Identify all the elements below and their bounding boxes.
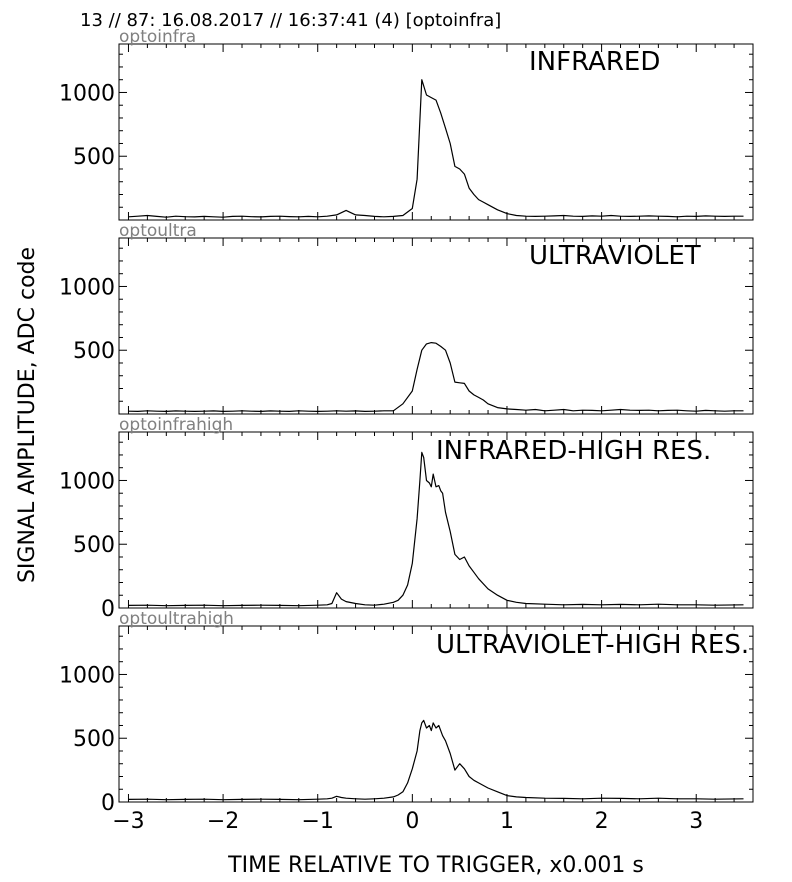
y-tick-label: 500 — [73, 727, 115, 752]
x-tick-label: 2 — [595, 809, 609, 834]
panel-tag-label: optoultra — [119, 221, 197, 241]
panel-title: ULTRAVIOLET — [529, 241, 701, 271]
plot-frame — [118, 431, 754, 609]
y-tick-label: 1000 — [59, 469, 115, 494]
x-tick-label: −3 — [112, 809, 144, 834]
panel-tag-label: optoultrahigh — [119, 609, 234, 629]
panel-title: INFRARED-HIGH RES. — [436, 436, 711, 466]
panel-title: ULTRAVIOLET-HIGH RES. — [436, 630, 749, 660]
plot-frame — [118, 237, 754, 415]
y-tick-label: 500 — [73, 533, 115, 558]
y-tick-label: 1000 — [59, 81, 115, 106]
header-text: 13 // 87: 16.08.2017 // 16:37:41 (4) [op… — [80, 10, 501, 31]
panel-optoultra: optoultra ULTRAVIOLET 500 1000 — [59, 221, 754, 415]
series-line-optoinfrahigh — [128, 451, 744, 607]
y-tick-label: 1000 — [59, 663, 115, 688]
y-tick-label: 1000 — [59, 275, 115, 300]
y-tick-label: 0 — [101, 791, 115, 816]
panels: optoinfraINFRARED5001000optoultraULTRAVI… — [59, 27, 754, 834]
panel-optoinfrahigh: optoinfrahigh INFRARED-HIGH RES. 0 500 1000 — [59, 415, 754, 622]
panel-tag-label: optoinfra — [119, 27, 196, 47]
y-axis-label: SIGNAL AMPLITUDE, ADC code — [15, 247, 40, 583]
panel-tag-label: optoinfrahigh — [119, 415, 233, 435]
plot-frame — [118, 43, 754, 221]
series-line-optoinfra — [128, 79, 744, 218]
series-line-optoultra — [128, 342, 744, 412]
panel-optoinfra: optoinfra INFRARED 500 1000 — [59, 27, 754, 221]
x-tick-label: −2 — [207, 809, 239, 834]
plot-frame — [118, 625, 754, 803]
x-axis-label: TIME RELATIVE TO TRIGGER, x0.001 s — [227, 853, 644, 878]
panel-optoultrahigh: optoultrahigh ULTRAVIOLET-HIGH RES. −3 −2 −1… — [59, 609, 754, 834]
series-line-optoultrahigh — [128, 719, 744, 801]
x-tick-label: 3 — [689, 809, 703, 834]
y-tick-label: 500 — [73, 145, 115, 170]
x-tick-label: −1 — [301, 809, 333, 834]
y-tick-label: 500 — [73, 339, 115, 364]
y-tick-label: 0 — [101, 597, 115, 622]
panel-title: INFRARED — [529, 47, 660, 77]
x-tick-label: 0 — [405, 809, 419, 834]
x-tick-label: 1 — [500, 809, 514, 834]
